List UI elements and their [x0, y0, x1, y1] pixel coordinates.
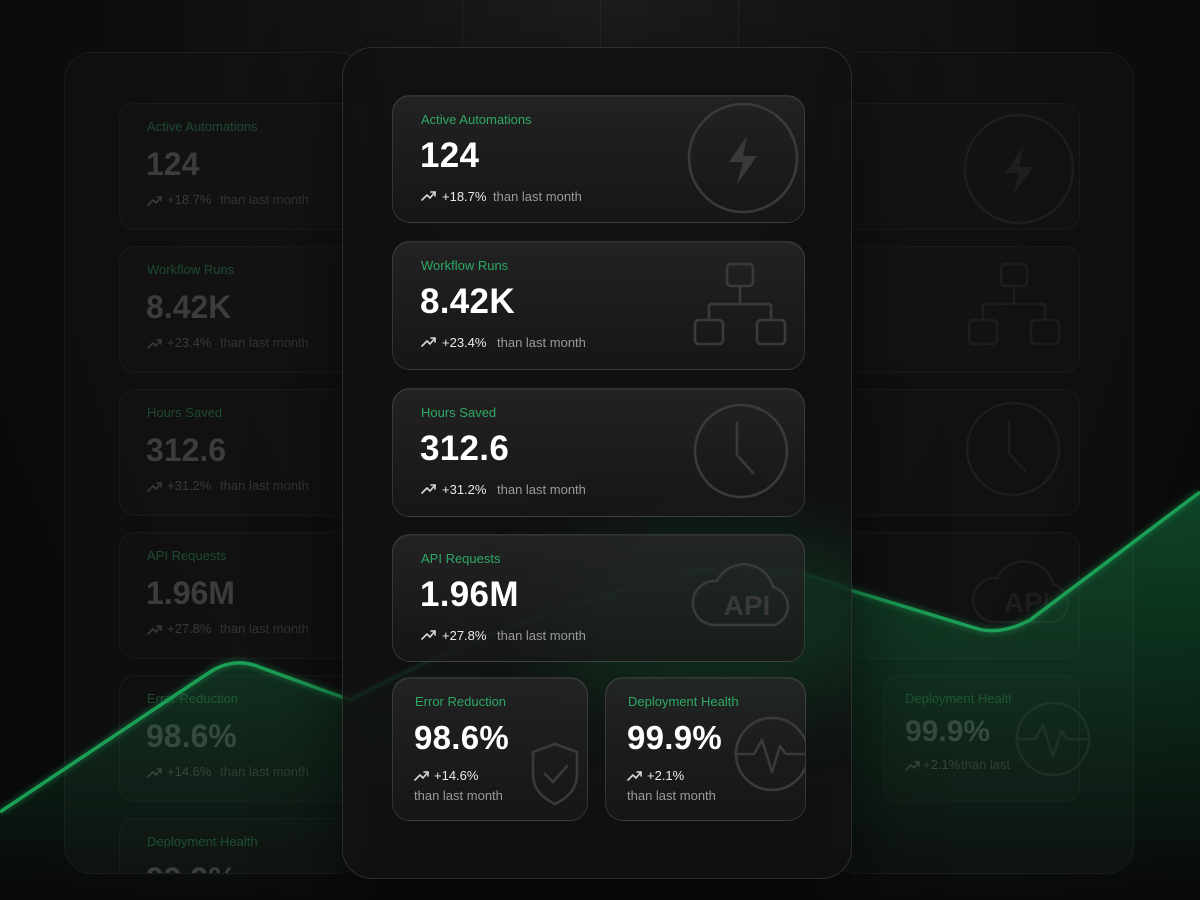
icon [421, 484, 436, 494]
icon [421, 337, 436, 347]
metric-card: Hours Saved 312.6 +31.2% than last month [392, 388, 805, 517]
metric-change: +2.1% [647, 768, 685, 783]
background-suffix: than last month [220, 335, 309, 350]
icon [734, 716, 805, 792]
metric-label: Active Automations [421, 112, 532, 127]
icon [147, 339, 162, 349]
background-label: Active Automations [147, 119, 258, 134]
metric-card: Active Automations 124 +18.7% than last mon… [392, 95, 805, 223]
metric-label: Hours Saved [421, 405, 497, 420]
metric-card: Error Reduction 98.6% +14.6% than last mont… [392, 677, 588, 821]
icon [967, 262, 1061, 346]
background-label: API Requests [147, 548, 227, 563]
background-suffix: than last month [220, 478, 309, 493]
metric-change: +23.4% [442, 335, 487, 350]
background-value: 124 [146, 146, 200, 182]
background-value: 1.96M [146, 575, 235, 611]
metric-suffix: than last month [493, 189, 582, 204]
metric-change: +31.2% [442, 482, 487, 497]
metric-suffix: than last month [627, 788, 716, 803]
metric-card: Workflow Runs 8.42K +23.4% than last month [392, 241, 805, 370]
icon [687, 102, 799, 214]
metric-label: Workflow Runs [421, 258, 509, 273]
metric-label: Deployment Health [628, 694, 739, 709]
metric-change: +14.6% [434, 768, 479, 783]
background-card [833, 246, 1080, 373]
metric-suffix: than last month [497, 482, 586, 497]
background-change: +23.4% [167, 335, 212, 350]
background-card [119, 103, 365, 230]
metric-suffix: than last month [414, 788, 503, 803]
background-change: +18.7% [167, 192, 212, 207]
svg-text:API: API [724, 590, 771, 621]
metric-suffix: than last month [497, 628, 586, 643]
background-card [119, 246, 365, 373]
icon [627, 771, 642, 781]
decor-line [738, 0, 739, 60]
background-label: Hours Saved [147, 405, 223, 420]
background-suffix: than last month [220, 192, 309, 207]
metric-label: API Requests [421, 551, 501, 566]
icon [693, 262, 787, 346]
background-suffix: than last month [220, 621, 309, 636]
decor-line [600, 0, 601, 60]
metric-label: Error Reduction [415, 694, 507, 709]
background-label: Workflow Runs [147, 262, 235, 277]
icon [421, 630, 436, 640]
decor-line [462, 0, 463, 60]
icon [147, 196, 162, 206]
metric-card: Deployment Health 99.9% +2.1% than last mon… [605, 677, 806, 821]
background-change: +27.8% [167, 621, 212, 636]
metric-value: 124 [420, 136, 480, 175]
icon [147, 625, 162, 635]
icon: API [691, 563, 790, 627]
metric-value: 1.96M [420, 575, 519, 614]
metric-value: 98.6% [414, 719, 510, 756]
background-card [833, 103, 1080, 230]
background-value: 312.6 [146, 432, 227, 468]
icon [531, 742, 579, 806]
background-value: 8.42K [146, 289, 232, 325]
background-change: +31.2% [167, 478, 212, 493]
metric-value: 8.42K [420, 282, 515, 321]
icon [963, 113, 1075, 225]
metric-change: +18.7% [442, 189, 487, 204]
background-card [119, 532, 365, 659]
background-card [119, 389, 365, 516]
main-panel: Active Automations 124 +18.7% than last mon… [342, 47, 852, 879]
metric-suffix: than last month [497, 335, 586, 350]
metric-change: +27.8% [442, 628, 487, 643]
icon [693, 403, 789, 499]
background-card [833, 389, 1080, 516]
icon [147, 482, 162, 492]
icon [965, 401, 1061, 497]
icon [414, 771, 429, 781]
icon [421, 191, 436, 201]
metric-value: 99.9% [627, 719, 723, 756]
metric-value: 312.6 [420, 429, 510, 468]
metric-card: API API Requests 1.96M +27.8% than last mont… [392, 534, 805, 662]
